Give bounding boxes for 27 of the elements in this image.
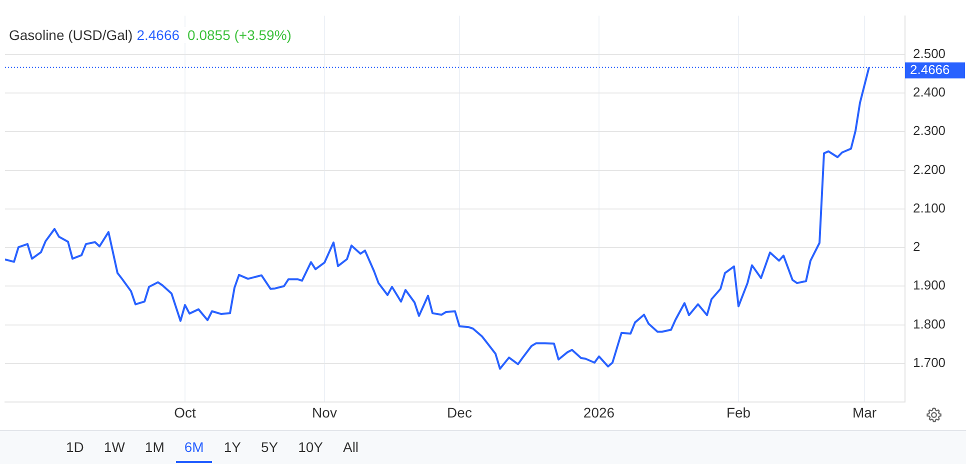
y-tick-label: 2 [913,239,920,254]
y-tick-label: 2.100 [913,200,946,216]
x-tick-label: Feb [726,404,751,420]
x-tick-label: 2026 [583,404,615,420]
ref-line-label: 2.4666 [910,62,950,77]
text: 1D [65,438,85,456]
y-tick-label: 2.500 [913,46,946,61]
text: All [342,438,360,456]
y-tick-label: 2.200 [913,162,946,177]
y-tick-label: 2.300 [913,123,946,138]
annotation: 2.4666 [136,27,180,43]
y-tick-label: 2.400 [913,84,946,100]
text: 10Y [297,438,324,456]
text: 5Y [260,438,280,456]
y-tick-label: 1.800 [913,316,946,332]
x-tick-label: Dec [447,404,472,420]
x-tick-label: Nov [312,404,337,420]
x-tick-label: Mar [852,404,877,420]
y-tick-label: 1.900 [913,278,946,293]
text: Gasoline (USD/Gal) [9,27,133,43]
x-tick-label: Oct [174,404,196,420]
annotation: 0.0855 (+3.59%) [188,27,292,43]
y-tick-label: 1.700 [913,354,946,370]
text: 1M [144,438,166,456]
text: 1W [102,438,126,456]
text: 6M [176,432,212,462]
text: 1Y [222,438,242,456]
